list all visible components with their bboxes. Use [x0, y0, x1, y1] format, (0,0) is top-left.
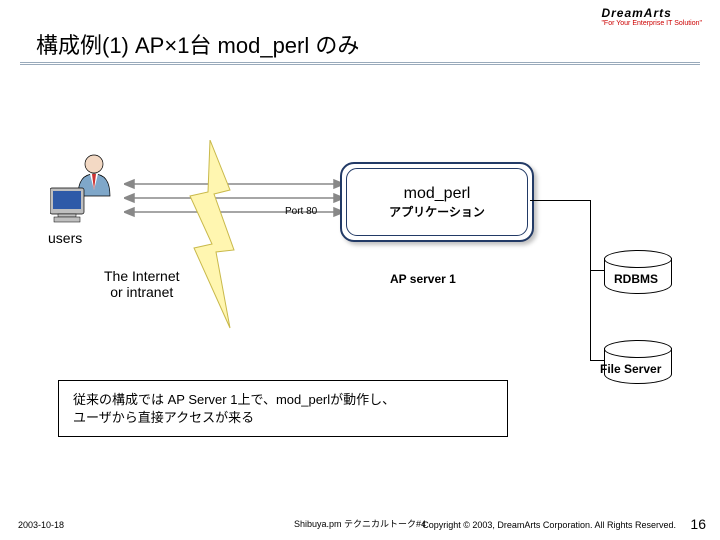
- port-label: Port 80: [285, 206, 317, 217]
- rdbms-label: RDBMS: [614, 272, 658, 286]
- page-number: 16: [690, 516, 706, 532]
- fileserver-label: File Server: [600, 362, 661, 376]
- connector: [590, 270, 591, 360]
- internet-label: The Internet or intranet: [104, 268, 180, 300]
- lightning-icon: [180, 140, 250, 335]
- brand-name: DreamArts: [601, 6, 671, 20]
- footer-copyright: Copyright © 2003, DreamArts Corporation.…: [422, 520, 676, 530]
- note-line2: ユーザから直接アクセスが来る: [73, 410, 254, 425]
- users-label: users: [48, 230, 82, 246]
- title-rule-1: [20, 62, 700, 63]
- server-line1: mod_perl: [404, 185, 471, 203]
- internet-line2: or intranet: [110, 284, 173, 300]
- connector: [590, 270, 604, 271]
- brand-tagline: "For Your Enterprise IT Solution": [601, 20, 702, 27]
- page-title: 構成例(1) AP×1台 mod_perl のみ: [36, 28, 359, 60]
- user-icon: [50, 150, 130, 235]
- note-line1: 従来の構成では AP Server 1上で、mod_perlが動作し、: [73, 392, 395, 407]
- title-rule-2: [20, 64, 700, 65]
- internet-line1: The Internet: [104, 268, 180, 284]
- ap-server-label: AP server 1: [390, 272, 456, 286]
- brand-logo: DreamArts "For Your Enterprise IT Soluti…: [601, 6, 702, 27]
- note-box: 従来の構成では AP Server 1上で、mod_perlが動作し、 ユーザか…: [58, 380, 508, 437]
- ap-server-box: mod_perl アプリケーション: [340, 162, 534, 242]
- connector: [590, 360, 604, 361]
- server-line2: アプリケーション: [389, 203, 485, 220]
- connector: [530, 200, 590, 201]
- connector: [590, 200, 591, 270]
